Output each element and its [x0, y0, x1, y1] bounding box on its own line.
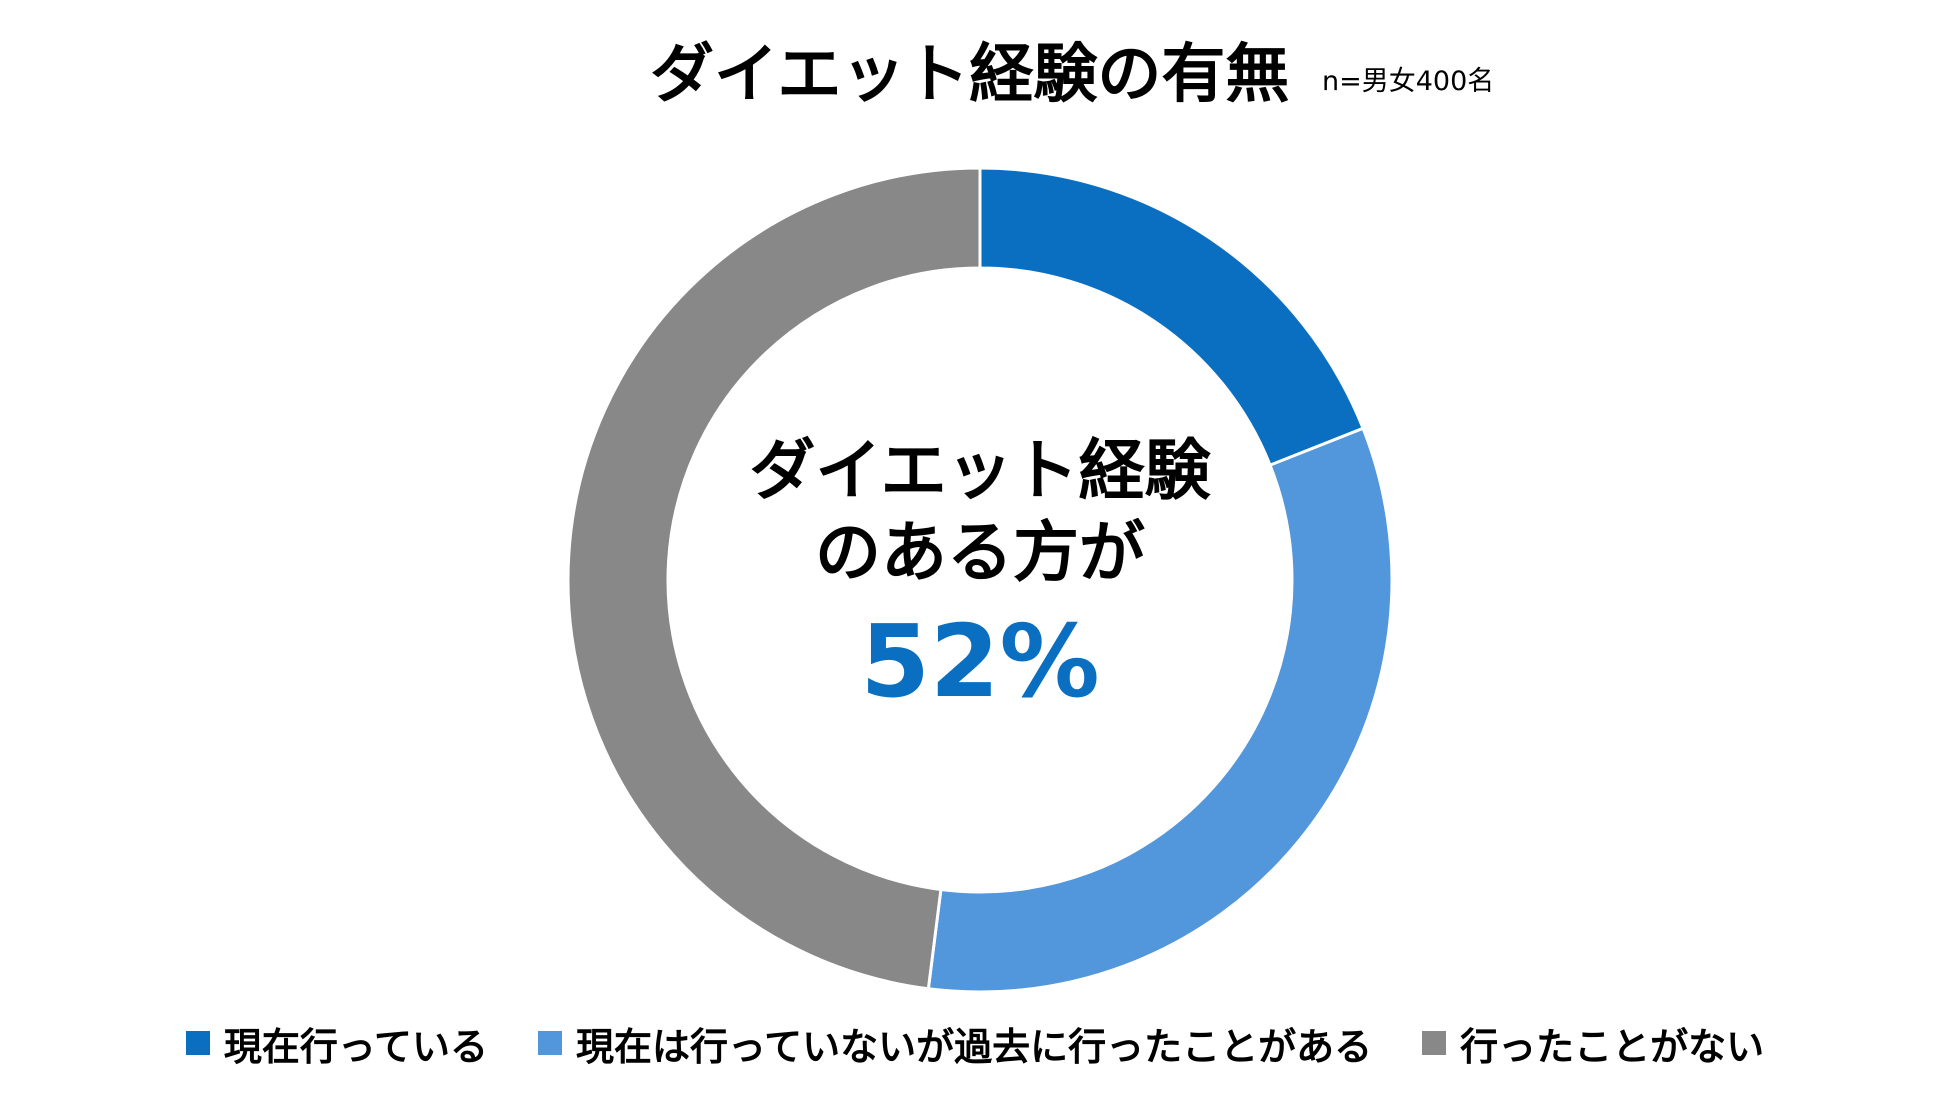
center-line-2: のある方が	[815, 514, 1145, 591]
donut-slice-2	[926, 426, 1394, 994]
chart-legend: 現在行っている 現在は行っていないが過去に行ったことがある 行ったことがない	[0, 1016, 1950, 1071]
legend-item-2: 現在は行っていないが過去に行ったことがある	[537, 1016, 1373, 1071]
legend-item-3: 行ったことがない	[1422, 1016, 1764, 1071]
legend-label-3: 行ったことがない	[1460, 1024, 1765, 1069]
legend-label-1: 現在行っている	[223, 1024, 488, 1069]
center-line-1: ダイエット経験	[749, 432, 1211, 509]
legend-label-2: 現在は行っていないが過去に行ったことがある	[575, 1024, 1373, 1069]
center-value: 52%	[860, 603, 1100, 720]
legend-swatch-3	[1422, 1031, 1447, 1055]
sample-size-label: n=男女400名	[1322, 66, 1495, 97]
donut-slice-3	[566, 166, 982, 991]
title-row: ダイエット経験の有無 n=男女400名	[0, 30, 1950, 120]
center-summary: ダイエット経験 のある方が 52%	[655, 430, 1305, 722]
legend-item-1: 現在行っている	[185, 1016, 488, 1071]
chart-title: ダイエット経験の有無	[650, 38, 1290, 112]
legend-swatch-1	[185, 1031, 210, 1055]
legend-swatch-2	[537, 1031, 562, 1055]
donut-slice-1	[978, 166, 1366, 468]
